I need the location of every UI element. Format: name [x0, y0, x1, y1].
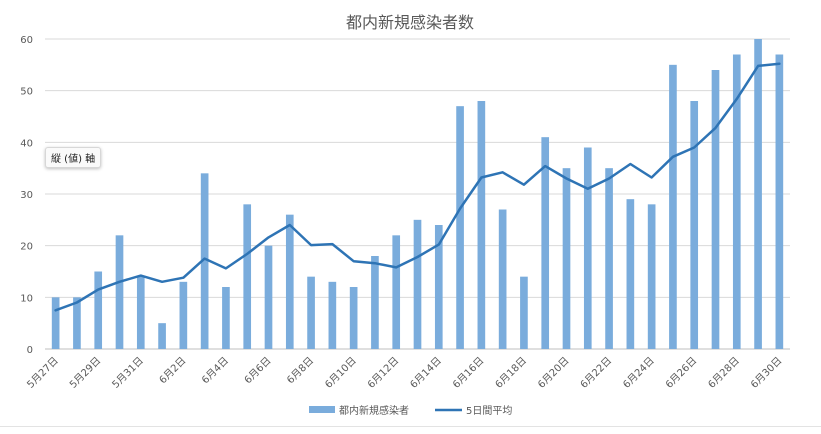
x-tick-label: 6月18日	[493, 355, 529, 391]
bar	[690, 101, 699, 349]
bar	[520, 276, 528, 349]
series-line-5day-average	[54, 62, 781, 312]
y-tick-label: 0	[27, 345, 33, 356]
bar	[307, 276, 315, 349]
x-tick-label: 6月28日	[706, 355, 742, 391]
bar	[562, 168, 571, 349]
bar	[73, 297, 81, 349]
x-tick-label: 5月31日	[110, 355, 146, 391]
x-tick-label: 6月24日	[621, 355, 657, 391]
bar	[392, 235, 401, 349]
x-tick-label: 6月22日	[578, 355, 614, 391]
bar	[477, 101, 486, 349]
bar	[732, 54, 741, 349]
bar	[669, 64, 677, 349]
y-tick-label: 30	[20, 190, 33, 201]
x-tick-label: 6月30日	[748, 355, 784, 391]
x-tick-label: 6月10日	[323, 355, 359, 391]
bar	[136, 276, 145, 349]
y-tick-label: 20	[20, 242, 33, 253]
bar	[647, 204, 656, 349]
bar	[754, 39, 762, 349]
bar	[200, 173, 209, 349]
bar	[626, 199, 635, 349]
bar	[349, 287, 358, 349]
bar	[371, 256, 379, 349]
bar	[434, 225, 443, 349]
bar	[605, 168, 613, 349]
x-tick-label: 5月27日	[25, 355, 61, 391]
legend-label-bar: 都内新規感染者	[339, 404, 409, 417]
bar	[711, 70, 720, 349]
x-tick-label: 6月8日	[285, 355, 317, 387]
bar	[328, 281, 337, 349]
bar	[222, 287, 230, 349]
bar	[158, 323, 166, 349]
bottom-divider	[0, 426, 821, 427]
legend-label-line: 5日間平均	[466, 405, 512, 417]
x-tick-label: 6月6日	[242, 355, 274, 387]
x-tick-label: 6月14日	[408, 355, 444, 391]
y-tick-label: 40	[20, 138, 33, 149]
bar	[285, 214, 294, 349]
bar	[264, 245, 273, 349]
legend: 都内新規感染者 5日間平均	[309, 404, 512, 417]
bar	[413, 219, 422, 349]
x-tick-label: 6月2日	[157, 355, 189, 387]
bar	[456, 106, 464, 350]
bar	[115, 235, 124, 349]
x-tick-label: 5月29日	[67, 355, 103, 391]
x-tick-label: 6月20日	[535, 355, 571, 391]
x-tick-label: 6月4日	[199, 355, 231, 387]
y-tick-label: 60	[20, 35, 33, 46]
bar	[583, 147, 592, 349]
bar	[94, 271, 103, 349]
x-tick-label: 6月12日	[365, 355, 401, 391]
y-tick-label: 10	[20, 293, 33, 304]
chart-title: 都内新規感染者数	[346, 13, 474, 32]
y-tick-label: 50	[20, 87, 33, 98]
bar	[775, 54, 784, 349]
bar	[51, 297, 60, 349]
x-tick-label: 6月16日	[450, 355, 486, 391]
x-tick-label: 6月26日	[663, 355, 699, 391]
bar	[243, 204, 252, 349]
bar	[498, 209, 507, 349]
bar	[179, 281, 188, 349]
bar	[541, 137, 550, 349]
legend-swatch-bar	[309, 406, 335, 413]
axis-tooltip: 縦 (値) 軸	[45, 147, 102, 168]
